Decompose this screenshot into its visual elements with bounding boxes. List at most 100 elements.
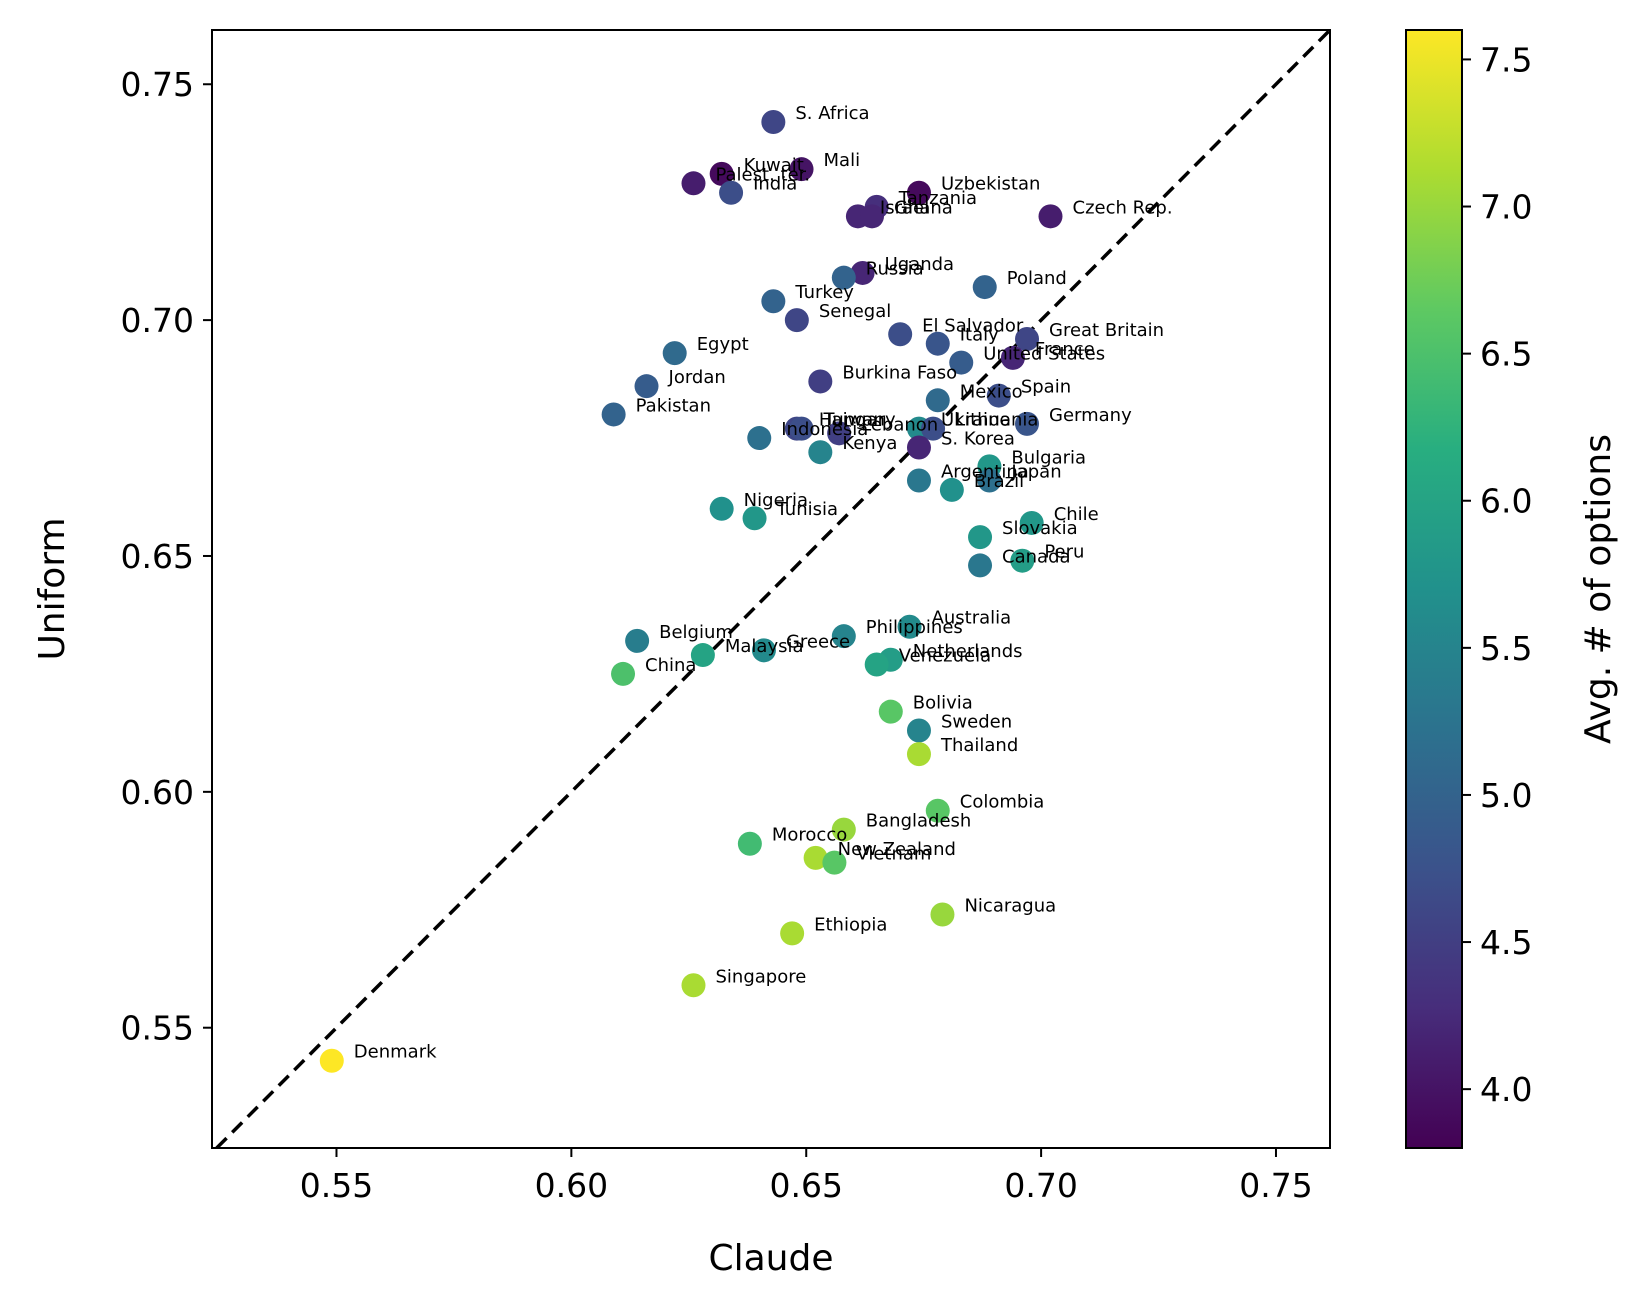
data-point [808, 440, 833, 465]
point-label: Singapore [715, 966, 806, 987]
point-label: Nigeria [744, 490, 808, 511]
data-point [690, 643, 715, 668]
point-label: Brazil [974, 471, 1024, 492]
data-point [977, 468, 1002, 493]
data-point [747, 426, 772, 451]
data-point [831, 817, 856, 842]
point-label: El Salvador [922, 315, 1024, 336]
point-label: Lebanon [861, 414, 938, 435]
point-label: Russia [866, 259, 924, 280]
point-label: Thailand [940, 735, 1018, 756]
point-label: Czech Rep. [1073, 197, 1173, 218]
data-point [939, 477, 964, 502]
point-label: Belgium [659, 622, 733, 643]
point-label: Kenya [842, 433, 897, 454]
point-label: Japan [1010, 462, 1061, 483]
data-point [611, 661, 636, 686]
y-tick-label: 0.60 [121, 773, 194, 812]
data-point [742, 506, 767, 531]
data-point [681, 973, 706, 998]
data-point [737, 831, 762, 856]
point-label: Slovakia [1002, 518, 1078, 539]
x-tick-label: 0.65 [769, 1166, 842, 1205]
y-tick-label: 0.75 [121, 65, 194, 104]
colorbar-ticks: 4.0 4.5 5.0 5.5 6.0 6.5 7.0 7.5 [1462, 40, 1532, 1109]
data-point [803, 845, 828, 870]
point-label: Ghana [894, 197, 953, 218]
data-point [1038, 204, 1063, 229]
y-axis: 0.55 0.60 0.65 0.70 0.75 [121, 65, 212, 1048]
point-label: Bulgaria [1011, 447, 1086, 468]
data-point [634, 374, 659, 399]
data-point [906, 468, 931, 493]
point-label: Burkina Faso [842, 362, 957, 383]
y-tick-label: 0.70 [121, 301, 194, 340]
x-tick-label: 0.75 [1239, 1166, 1312, 1205]
data-point [930, 902, 955, 927]
data-point [761, 289, 786, 314]
point-label: Sweden [941, 712, 1012, 733]
point-label: United States [983, 344, 1105, 365]
point-label: Bolivia [913, 693, 973, 714]
point-label: Taiwan [823, 410, 885, 431]
colorbar-tick-label: 7.5 [1480, 40, 1532, 79]
data-point [925, 331, 950, 356]
data-point [906, 180, 931, 205]
colorbar-tick-label: 6.5 [1480, 335, 1532, 374]
data-point [831, 265, 856, 290]
colorbar-tick-label: 4.5 [1480, 923, 1532, 962]
point-label: S. Korea [941, 428, 1015, 449]
point-label: Kuwait [744, 155, 804, 176]
point-label: Canada [1002, 546, 1071, 567]
data-point [972, 275, 997, 300]
point-label: Germany [1049, 405, 1132, 426]
data-point [751, 638, 776, 663]
data-point [921, 416, 946, 441]
data-point [949, 350, 974, 375]
colorbar: 4.0 4.5 5.0 5.5 6.0 6.5 7.0 7.5 Avg. # of optio… [1405, 29, 1619, 1149]
point-label: Chile [1054, 504, 1099, 525]
data-point [784, 308, 809, 333]
point-label: Tunisia [776, 499, 839, 520]
point-label: Great Britain [1049, 320, 1164, 341]
point-label: Greece [786, 631, 850, 652]
point-label: Turkey [794, 282, 854, 303]
y-tick-label: 0.65 [121, 537, 194, 576]
data-point [968, 553, 993, 578]
data-point [601, 402, 626, 427]
point-label: Peru [1044, 542, 1084, 563]
points-layer [319, 109, 1063, 1073]
point-label: Uzbekistan [941, 174, 1040, 195]
data-point [864, 652, 889, 677]
data-point [1019, 510, 1044, 535]
x-axis: 0.55 0.60 0.65 0.70 0.75 [300, 1148, 1313, 1205]
data-point [789, 157, 814, 182]
data-point [319, 1048, 344, 1073]
colorbar-tick-label: 7.0 [1480, 188, 1532, 227]
point-label: France [1035, 339, 1095, 360]
data-point [859, 204, 884, 229]
point-label: Colombia [960, 792, 1045, 813]
point-label: Palest. ter. [715, 164, 810, 185]
point-label: Ethiopia [814, 914, 887, 935]
point-label: China [645, 655, 696, 676]
point-label: Lithuania [955, 410, 1038, 431]
point-label: Senegal [819, 301, 891, 322]
colorbar-tick-label: 5.5 [1480, 629, 1532, 668]
data-point [1010, 548, 1035, 573]
y-axis-label: Uniform [32, 517, 73, 660]
data-point [681, 171, 706, 196]
colorbar-tick-label: 6.0 [1480, 482, 1532, 521]
plot-frame [211, 29, 1331, 1149]
data-point [906, 742, 931, 767]
point-label: Morocco [772, 825, 847, 846]
point-label: Ukraine [941, 410, 1011, 431]
point-label: Vietnam [856, 844, 931, 865]
x-tick-label: 0.60 [535, 1166, 608, 1205]
colorbar-tick-label: 5.0 [1480, 776, 1532, 815]
point-label: Nicaragua [964, 895, 1056, 916]
point-label: New Zealand [838, 839, 956, 860]
data-point [1015, 411, 1040, 436]
point-label: Spain [1021, 377, 1071, 398]
